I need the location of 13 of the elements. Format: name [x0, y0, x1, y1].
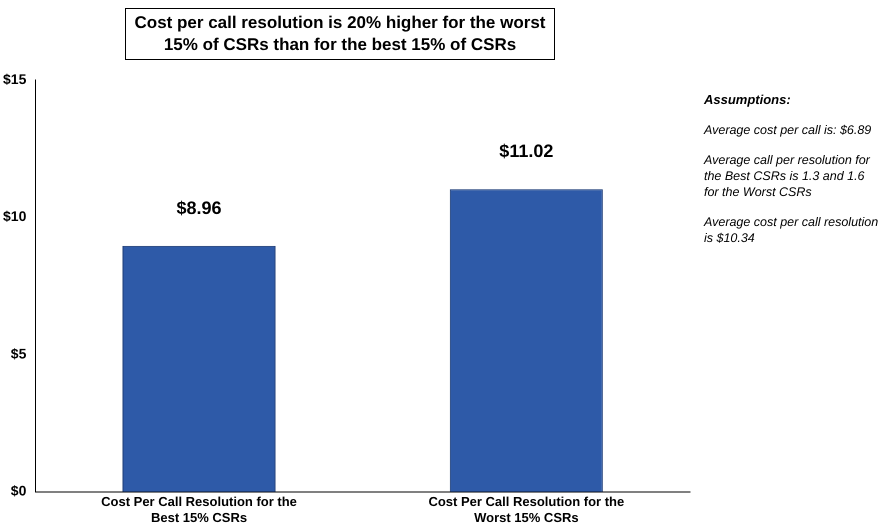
text: Assumptions:	[704, 92, 792, 108]
y-tick-label: $10	[3, 208, 27, 224]
data-label: $11.02	[499, 141, 554, 162]
y-tick-label: $5	[10, 345, 27, 362]
data-label: $8.96	[176, 198, 222, 218]
text: Average cost per call is: $6.89	[704, 122, 872, 138]
text: Average cost per call resolution is $10.34	[704, 214, 880, 246]
text: Average call per resolution for the Best CSRs is 1.3 and 1.6 for the Worst CSRs	[704, 152, 872, 200]
chart-title: Cost per call resolution is 20% higher for the worst 15% of CSRs than for the best 15% of CSRs	[125, 8, 555, 60]
x-tick-label: Cost Per Call Resolution for the Best 15% CSRs	[101, 494, 297, 525]
x-tick-label: Cost Per Call Resolution for the Worst 15% CSRs	[428, 494, 624, 525]
y-tick-label: $0	[10, 482, 27, 499]
y-tick-label: $15	[3, 70, 27, 87]
